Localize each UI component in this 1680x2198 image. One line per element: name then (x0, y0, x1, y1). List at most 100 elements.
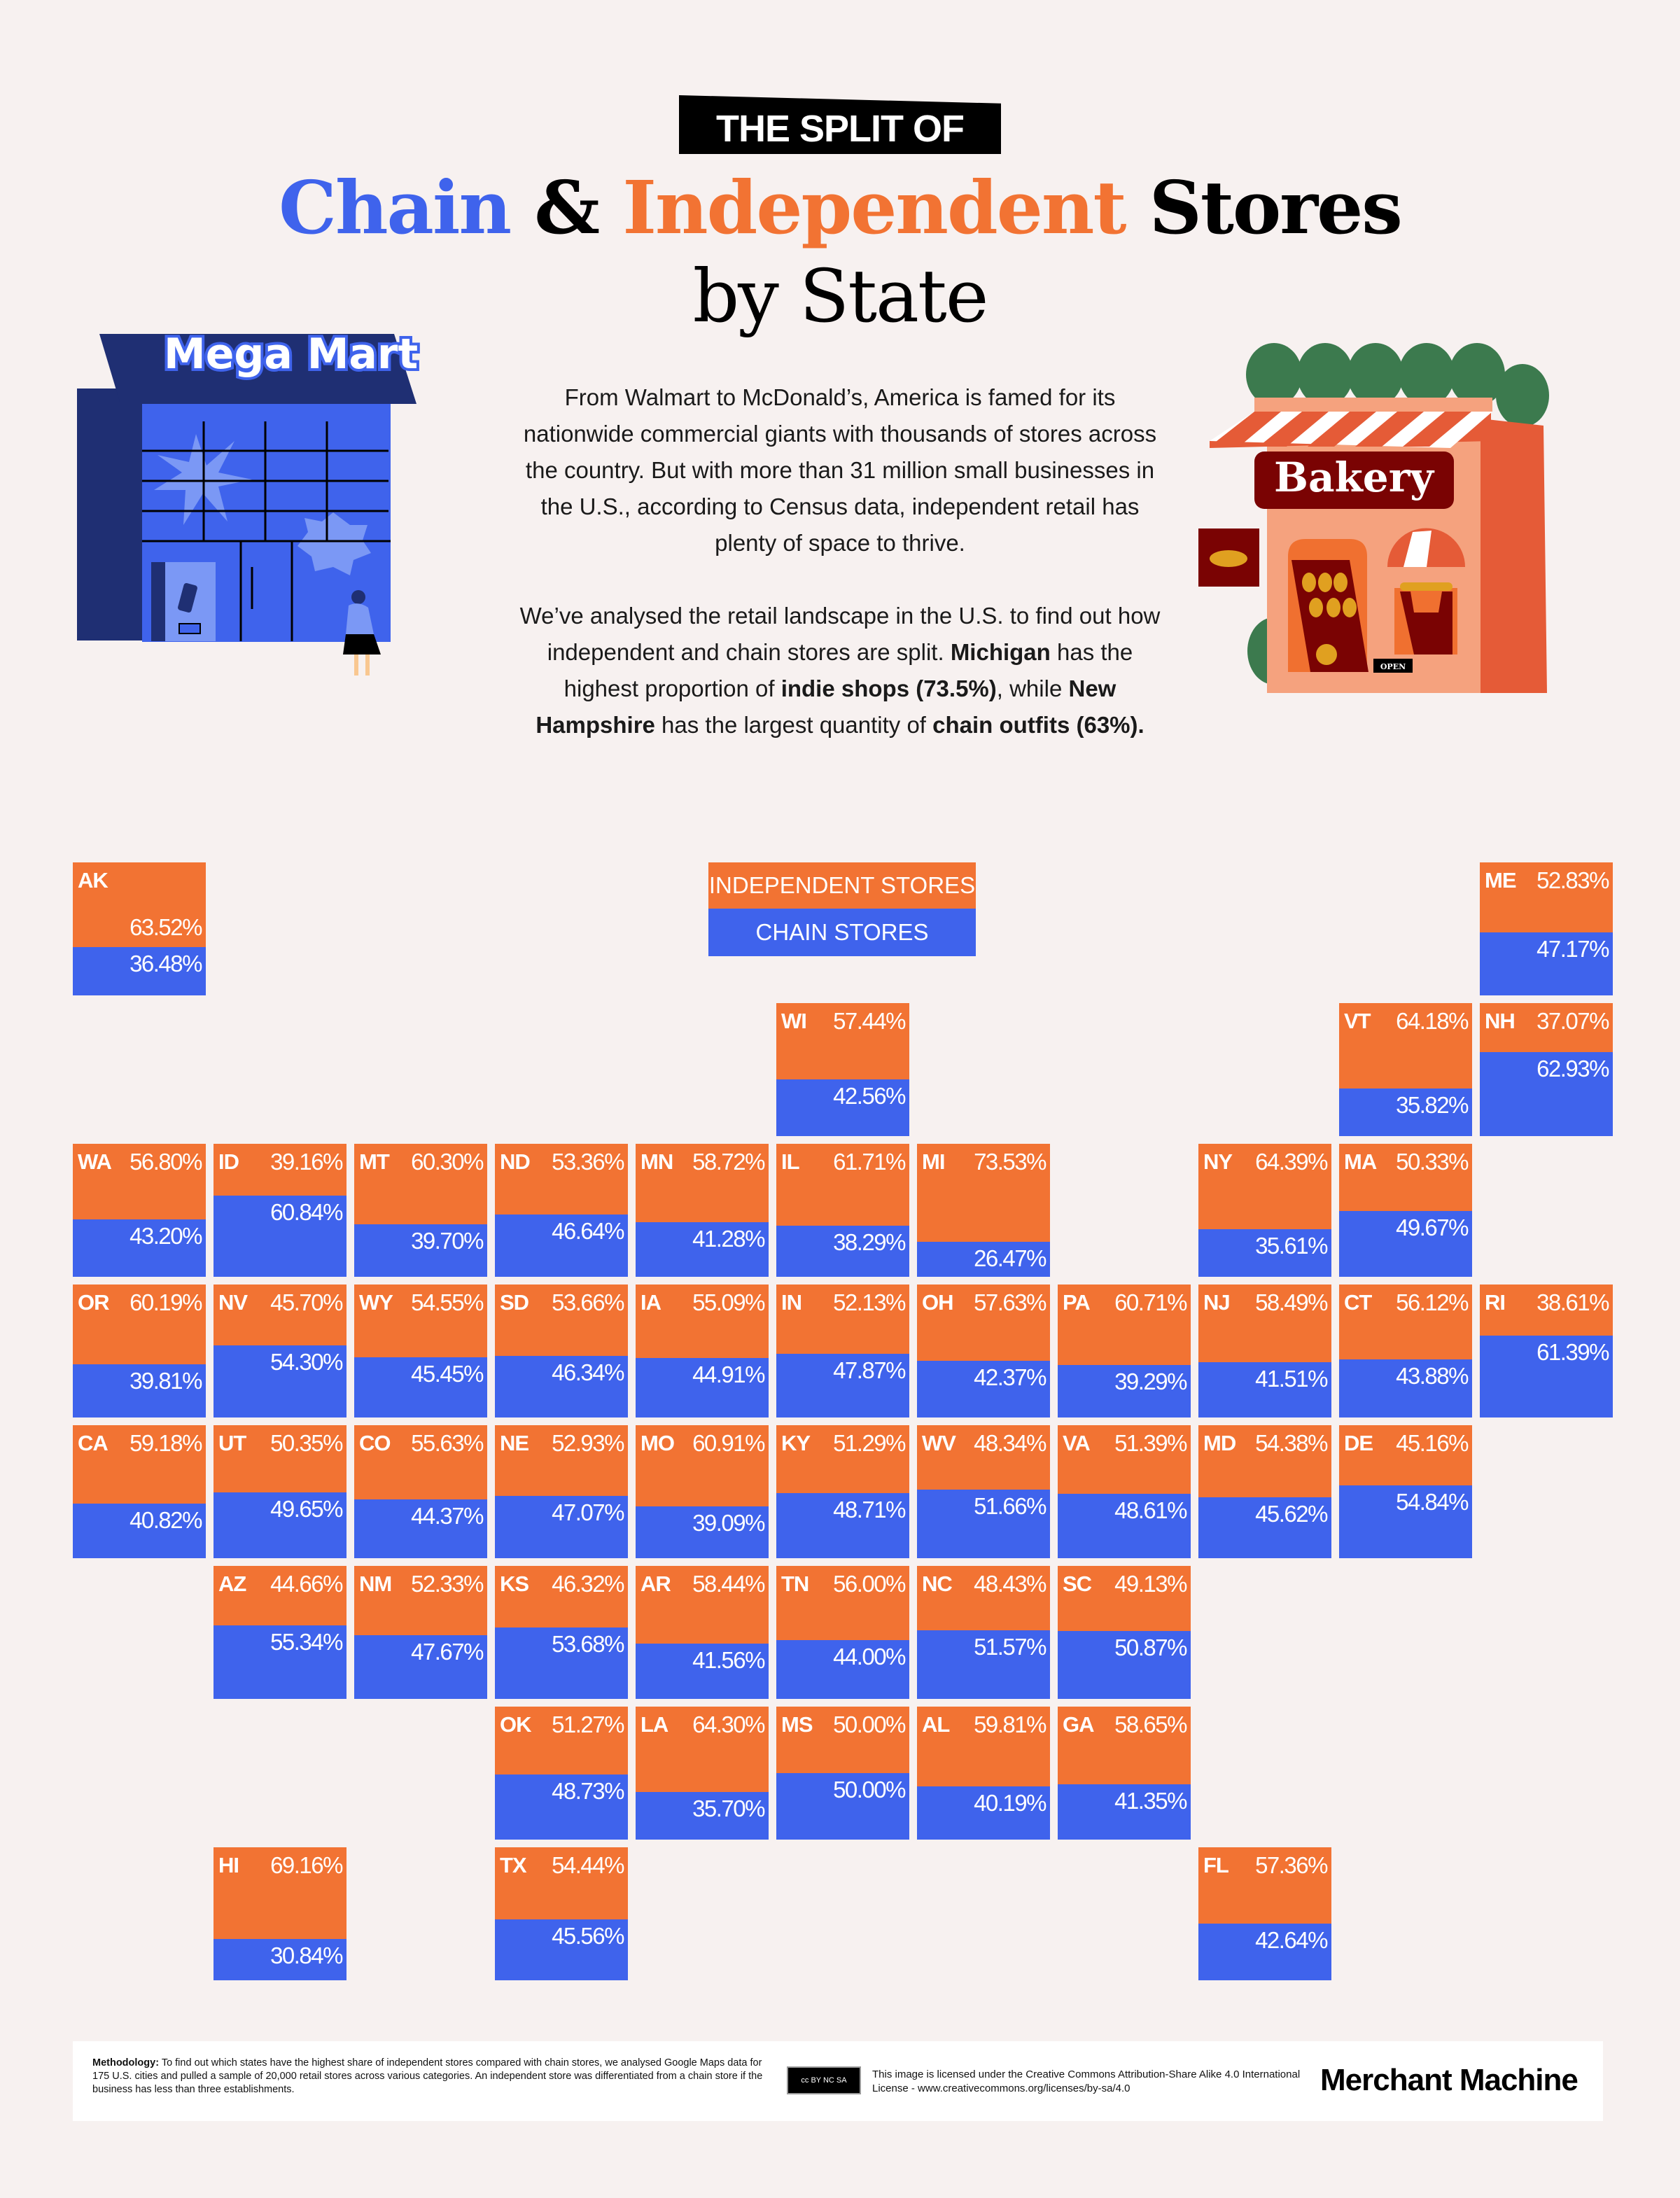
state-code: CT (1344, 1290, 1372, 1315)
independent-bar (73, 1144, 206, 1219)
chain-value: 48.71% (833, 1497, 906, 1523)
independent-value: 52.93% (552, 1430, 624, 1456)
independent-bar (776, 1566, 909, 1641)
state-code: TN (781, 1572, 809, 1596)
state-tile-nc: NC 48.43% 51.57% (917, 1566, 1050, 1699)
methodology-note: Methodology: To find out which states ha… (92, 2057, 764, 2096)
state-tile-hi: HI 69.16% 30.84% (214, 1847, 346, 1980)
title-amp: & (510, 164, 623, 251)
chain-value: 61.39% (1536, 1339, 1609, 1366)
state-tile-or: OR 60.19% 39.81% (73, 1284, 206, 1418)
state-code: KY (781, 1431, 811, 1455)
chain-value: 35.61% (1255, 1233, 1328, 1259)
independent-value: 49.13% (1114, 1571, 1187, 1597)
intro-paragraph-2: We’ve analysed the retail landscape in t… (511, 598, 1169, 743)
independent-bar (1480, 1284, 1613, 1336)
chain-value: 48.73% (552, 1778, 624, 1805)
state-code: IA (640, 1290, 662, 1315)
independent-bar (636, 1707, 769, 1793)
independent-value: 45.16% (1396, 1430, 1469, 1456)
state-tile-ny: NY 64.39% 35.61% (1198, 1144, 1331, 1277)
chain-value: 50.00% (833, 1777, 906, 1802)
state-tile-wy: WY 54.55% 45.45% (354, 1284, 487, 1418)
state-code: CO (359, 1431, 391, 1455)
state-tile-fl: FL 57.36% 42.64% (1198, 1847, 1331, 1980)
megamart-illustration: Mega Mart (77, 327, 421, 676)
independent-bar (214, 1847, 346, 1940)
independent-bar (636, 1284, 769, 1358)
independent-value: 46.32% (552, 1571, 624, 1597)
methodology-text: To find out which states have the highes… (92, 2057, 763, 2095)
state-code: ID (218, 1149, 239, 1174)
state-tile-wv: WV 48.34% 51.66% (917, 1425, 1050, 1558)
chain-value: 40.82% (130, 1507, 202, 1534)
independent-value: 52.83% (1536, 867, 1609, 893)
state-tile-wi: WI 57.44% 42.56% (776, 1003, 909, 1136)
independent-bar (495, 1144, 628, 1215)
state-tile-la: LA 64.30% 35.70% (636, 1707, 769, 1840)
independent-value: 59.81% (974, 1712, 1046, 1737)
state-code: ME (1485, 868, 1516, 892)
state-tile-mt: MT 60.30% 39.70% (354, 1144, 487, 1277)
methodology-label: Methodology: (92, 2057, 160, 2068)
independent-value: 50.33% (1396, 1149, 1469, 1175)
chain-value: 44.00% (833, 1644, 906, 1670)
independent-value: 54.55% (411, 1289, 484, 1315)
state-tile-tx: TX 54.44% 45.56% (495, 1847, 628, 1980)
intro-text-part: We’ve analysed the retail landscape in t… (519, 603, 1161, 665)
intro-paragraph-1: From Walmart to McDonald’s, America is f… (523, 384, 1157, 556)
chain-value: 41.51% (1255, 1366, 1328, 1392)
state-tile-sd: SD 53.66% 46.34% (495, 1284, 628, 1418)
chain-value: 47.17% (1536, 936, 1609, 962)
state-tile-ia: IA 55.09% 44.91% (636, 1284, 769, 1418)
state-code: OR (78, 1290, 109, 1315)
intro-text-part: has the largest quantity of (654, 712, 933, 738)
state-code: MI (922, 1149, 945, 1174)
independent-bar (1480, 862, 1613, 933)
legend-independent: INDEPENDENT STORES (708, 862, 976, 909)
independent-bar (495, 1284, 628, 1356)
independent-value: 56.12% (1396, 1289, 1469, 1315)
state-tile-de: DE 45.16% 54.84% (1339, 1425, 1472, 1558)
state-tile-oh: OH 57.63% 42.37% (917, 1284, 1050, 1418)
state-code: NM (359, 1572, 392, 1596)
state-tile-ky: KY 51.29% 48.71% (776, 1425, 909, 1558)
state-code: NV (218, 1290, 248, 1315)
independent-bar (214, 1284, 346, 1345)
title-chain: Chain (279, 164, 512, 251)
chain-value: 41.35% (1114, 1788, 1187, 1814)
independent-value: 58.72% (692, 1149, 765, 1175)
chain-value: 35.70% (692, 1795, 765, 1822)
state-code: IL (781, 1149, 800, 1174)
state-tile-nm: NM 52.33% 47.67% (354, 1566, 487, 1699)
independent-value: 55.63% (411, 1430, 484, 1456)
state-tile-nv: NV 45.70% 54.30% (214, 1284, 346, 1418)
independent-bar (73, 1284, 206, 1365)
independent-bar (73, 1425, 206, 1504)
chain-value: 49.67% (1396, 1214, 1469, 1240)
independent-bar (354, 1566, 487, 1636)
chain-value: 49.65% (270, 1495, 343, 1522)
intro-text-part: , while (996, 676, 1069, 701)
state-code: TX (500, 1853, 527, 1877)
independent-value: 64.18% (1396, 1008, 1469, 1034)
chain-value: 42.37% (974, 1364, 1046, 1391)
chain-value: 51.66% (974, 1492, 1046, 1519)
state-tile-wa: WA 56.80% 43.20% (73, 1144, 206, 1277)
state-code: WV (922, 1431, 956, 1455)
state-tile-md: MD 54.38% 45.62% (1198, 1425, 1331, 1558)
chain-value: 41.56% (692, 1647, 765, 1674)
independent-value: 37.07% (1536, 1008, 1609, 1034)
state-code: AR (640, 1572, 671, 1596)
independent-value: 38.61% (1536, 1289, 1609, 1315)
chain-value: 47.67% (411, 1639, 484, 1665)
chain-value: 36.48% (130, 950, 202, 976)
independent-bar (776, 1425, 909, 1494)
intro-highlight: chain outfits (63%). (932, 712, 1144, 738)
independent-bar (776, 1144, 909, 1226)
intro-text-part: has the highest proportion of (564, 639, 1133, 701)
chain-value: 26.47% (974, 1245, 1046, 1271)
independent-value: 60.71% (1114, 1289, 1187, 1315)
state-tile-in: IN 52.13% 47.87% (776, 1284, 909, 1418)
independent-bar (636, 1144, 769, 1222)
